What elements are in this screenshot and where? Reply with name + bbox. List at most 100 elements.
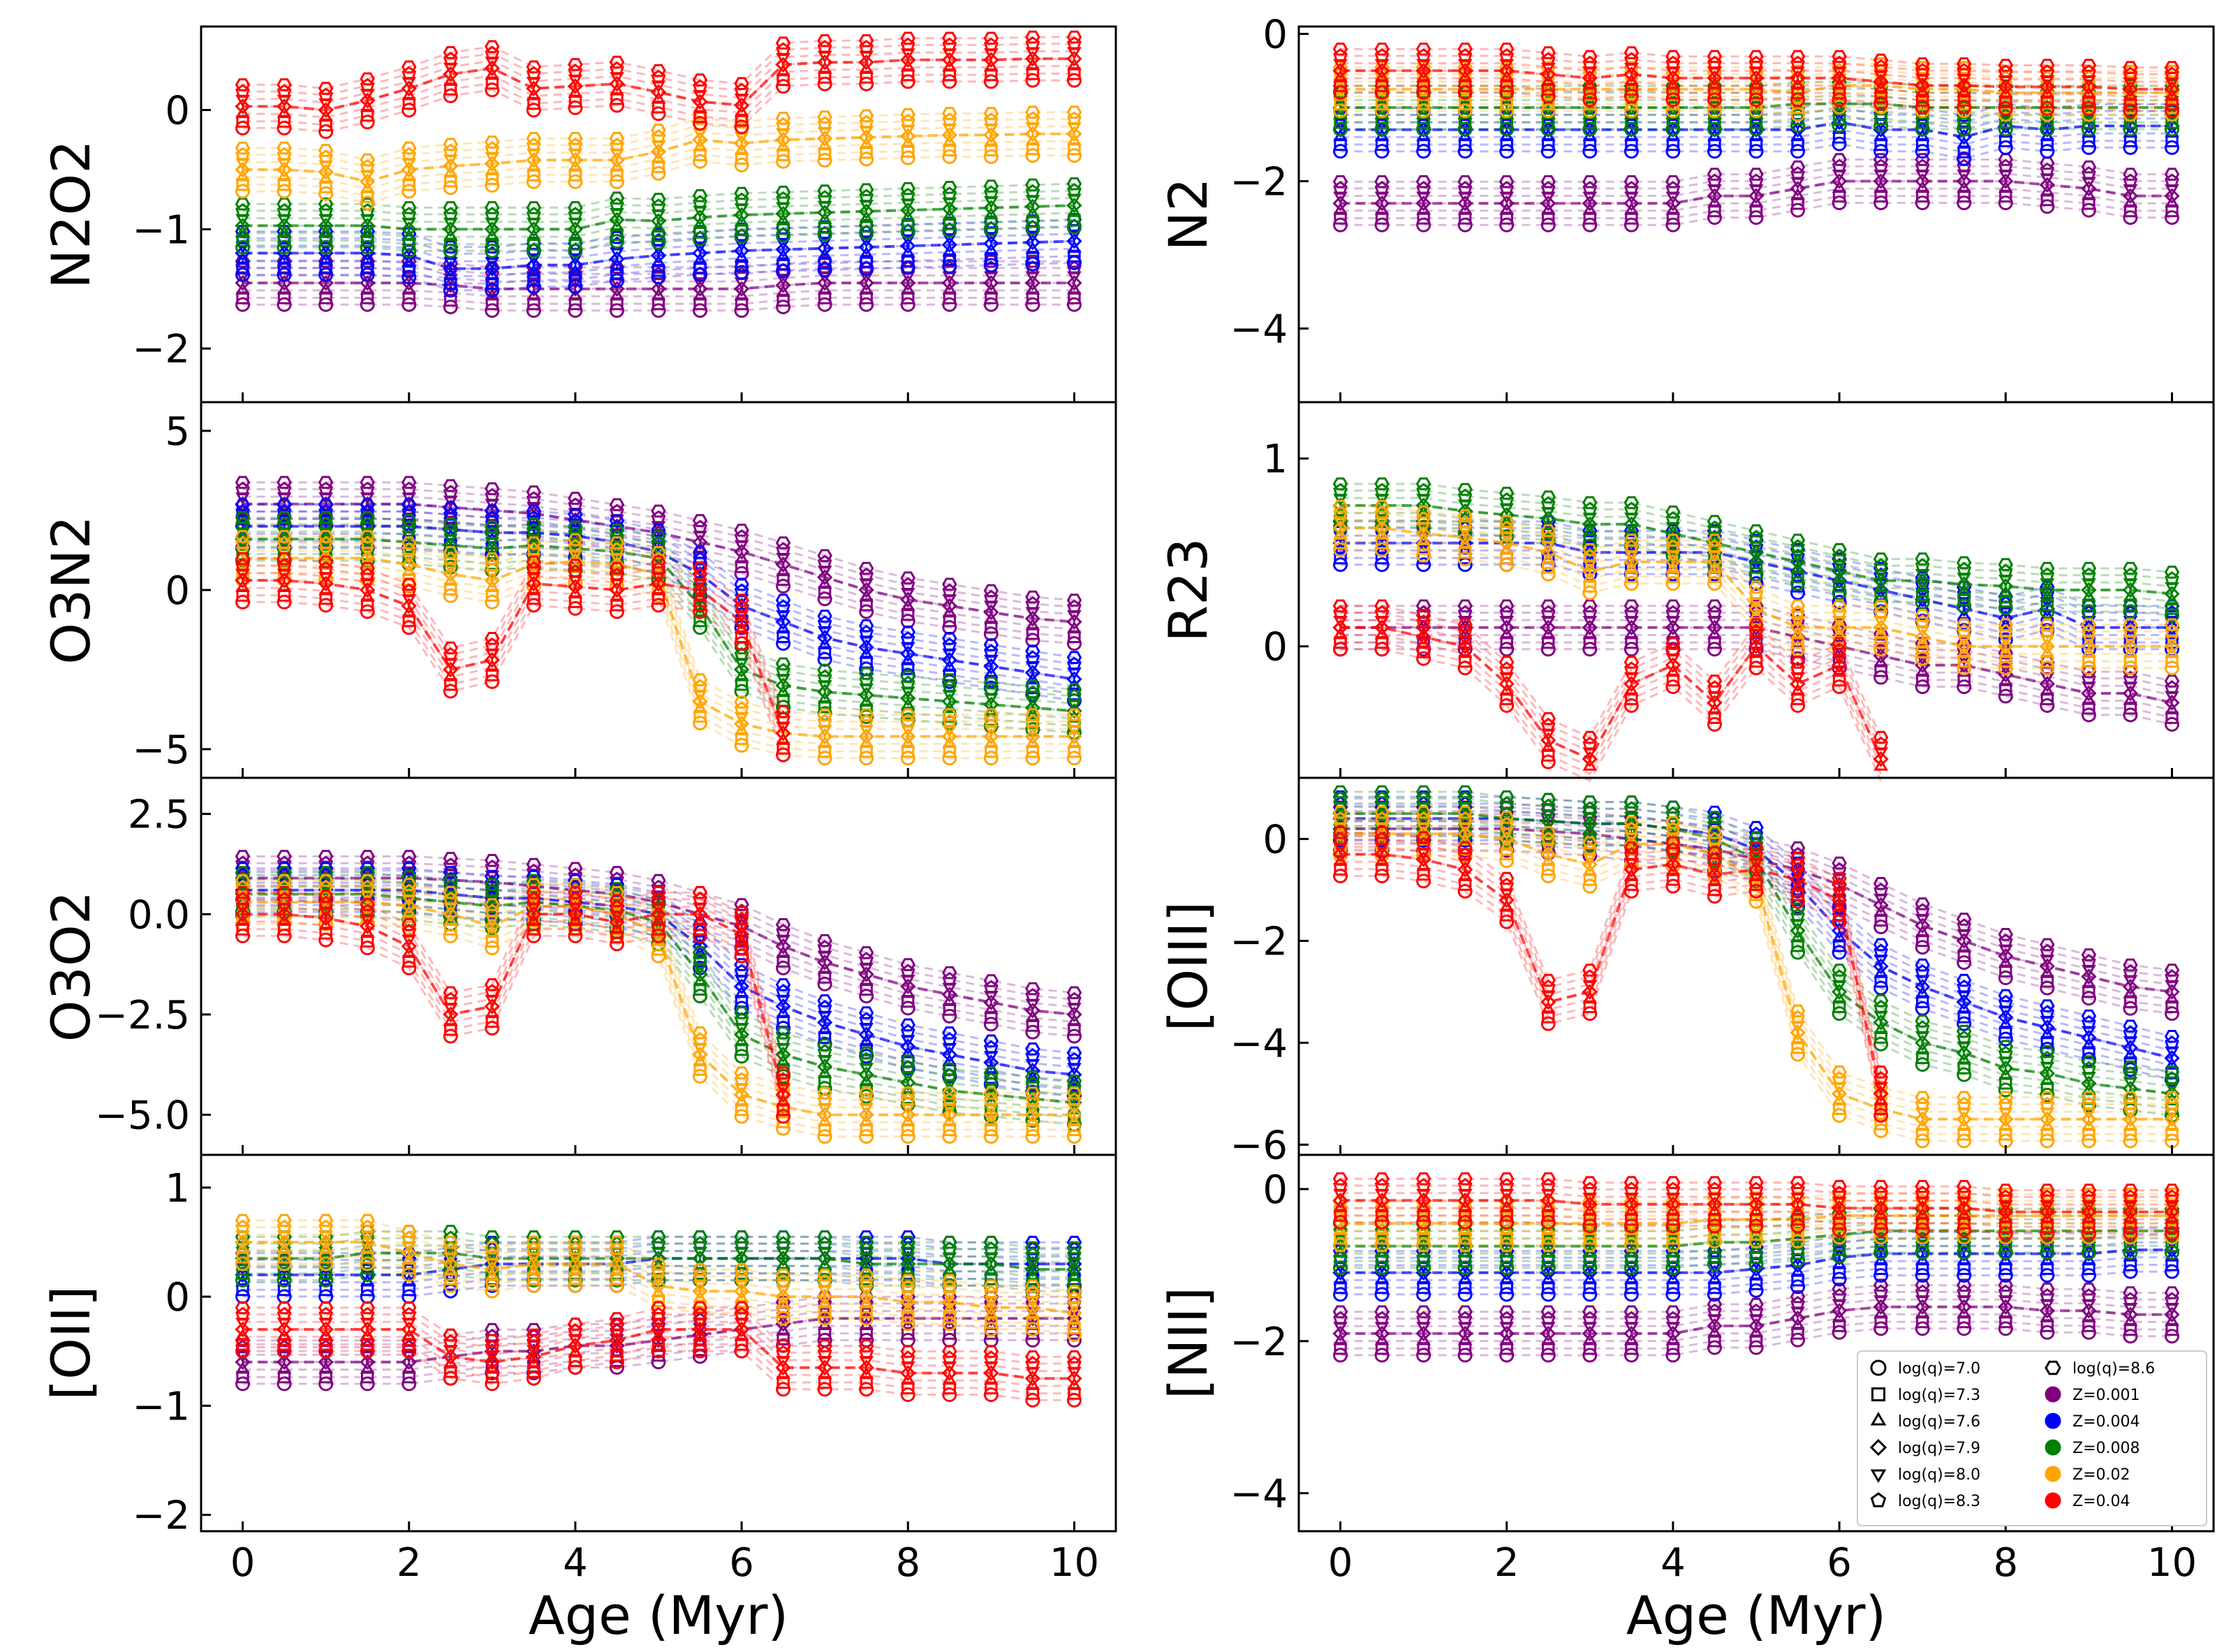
- y-axis-label: [OIII]: [1157, 901, 1219, 1031]
- y-tick-label: −2: [132, 327, 190, 372]
- data-point: [1790, 651, 1806, 666]
- data-point: [1748, 92, 1764, 108]
- data-point: [1025, 241, 1040, 254]
- data-point: [277, 594, 292, 610]
- data-point: [693, 101, 707, 114]
- data-point: [1624, 202, 1639, 215]
- data-point: [1790, 92, 1806, 108]
- data-point: [2164, 168, 2180, 181]
- data-point: [1915, 651, 1930, 666]
- data-point: [942, 107, 957, 120]
- data-point: [1333, 542, 1348, 557]
- data-point: [402, 228, 417, 241]
- data-point: [1066, 219, 1082, 235]
- data-point: [1915, 57, 1930, 71]
- data-point: [1790, 77, 1805, 90]
- data-point: [1374, 526, 1390, 540]
- data-point: [1025, 256, 1040, 272]
- data-point: [983, 222, 999, 237]
- data-point: [401, 577, 417, 591]
- data-point: [1374, 542, 1390, 557]
- spread-line: [242, 510, 1075, 630]
- data-point: [1873, 118, 1889, 133]
- data-point: [1540, 73, 1556, 87]
- data-point: [1582, 538, 1598, 554]
- data-point: [1665, 77, 1681, 90]
- data-point: [1915, 144, 1930, 159]
- data-point: [235, 594, 251, 610]
- data-point: [1873, 180, 1888, 193]
- data-point: [1748, 551, 1764, 564]
- data-point: [1415, 43, 1431, 56]
- data-point: [775, 112, 791, 125]
- data-point: [2081, 140, 2096, 155]
- data-point: [2123, 64, 2138, 78]
- data-point: [775, 536, 791, 550]
- spread-line: [242, 488, 1075, 608]
- spread-line: [242, 117, 1075, 168]
- data-point: [858, 619, 874, 633]
- data-point: [1832, 50, 1847, 64]
- spread-line: [1340, 634, 2172, 711]
- data-point: [318, 124, 334, 140]
- y-tick-label: 0.0: [128, 892, 190, 938]
- data-point: [318, 144, 334, 157]
- data-point: [776, 138, 790, 152]
- data-point: [526, 132, 542, 145]
- data-point: [277, 510, 292, 524]
- data-point: [858, 708, 874, 721]
- data-point: [734, 77, 749, 90]
- data-point: [983, 708, 999, 721]
- data-point: [360, 530, 375, 543]
- data-point: [693, 267, 708, 282]
- data-point: [900, 297, 915, 312]
- data-point: [1748, 121, 1764, 137]
- data-point: [609, 98, 624, 113]
- data-point: [1832, 585, 1847, 600]
- data-point: [775, 36, 791, 50]
- data-point: [983, 107, 999, 120]
- data-point: [402, 297, 417, 312]
- data-point: [1457, 626, 1473, 640]
- data-point: [942, 751, 957, 766]
- data-point: [734, 157, 749, 172]
- data-point: [526, 243, 541, 258]
- data-point: [1025, 751, 1040, 766]
- data-point: [568, 279, 583, 295]
- y-axis-label: N2: [1157, 177, 1219, 251]
- data-point: [443, 479, 459, 492]
- data-point: [817, 549, 832, 563]
- data-point: [1499, 599, 1515, 613]
- data-point: [1998, 600, 2013, 616]
- data-point: [1790, 576, 1806, 591]
- data-point: [900, 652, 915, 665]
- data-point: [1499, 69, 1515, 82]
- data-point: [1025, 672, 1040, 685]
- data-point: [526, 279, 541, 295]
- data-point: [1915, 664, 1930, 677]
- data-point: [1957, 121, 1972, 137]
- series-Z=0.008: [235, 177, 1082, 258]
- data-point: [734, 229, 749, 244]
- data-point: [235, 168, 250, 182]
- data-point: [734, 621, 749, 634]
- data-point: [2123, 88, 2138, 101]
- series-line: [242, 579, 785, 734]
- data-point: [485, 228, 500, 241]
- data-point: [1707, 542, 1722, 555]
- data-point: [1707, 515, 1723, 529]
- data-point: [693, 589, 707, 602]
- data-point: [1540, 46, 1556, 59]
- spread-line: [242, 540, 1075, 695]
- data-point: [1873, 144, 1889, 159]
- data-point: [651, 193, 666, 206]
- data-point: [1998, 585, 2013, 598]
- data-point: [443, 180, 458, 196]
- data-point: [1832, 645, 1847, 658]
- data-point: [360, 475, 375, 489]
- data-point: [235, 105, 250, 119]
- data-point: [609, 303, 624, 318]
- data-point: [277, 224, 292, 237]
- data-point: [1416, 84, 1431, 100]
- data-point: [1998, 121, 2013, 137]
